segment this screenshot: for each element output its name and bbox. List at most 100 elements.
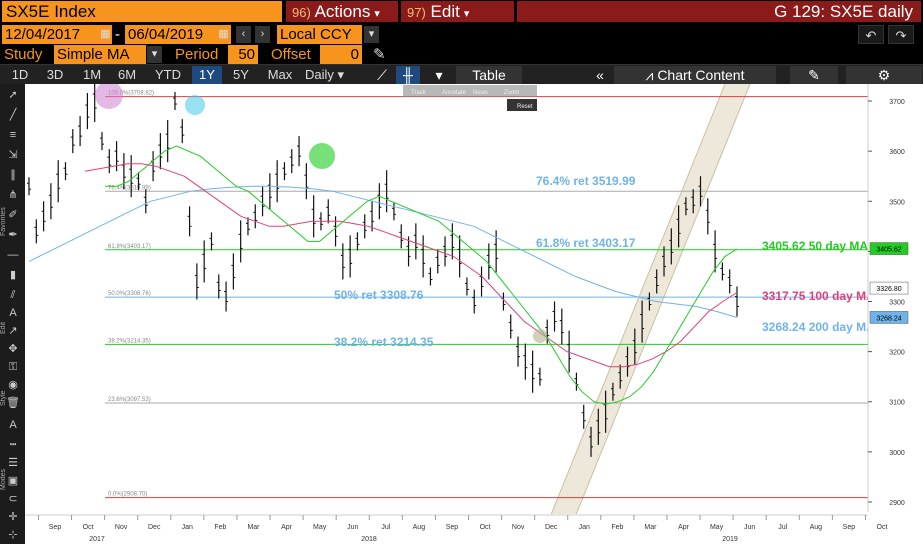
fib-label: 76.4%(3519.99) <box>108 185 151 191</box>
range-3d[interactable]: 3D <box>46 67 64 82</box>
eye-icon[interactable]: ◉ <box>8 379 18 391</box>
actions-menu[interactable]: 96) Actions ▾ <box>286 1 398 22</box>
study-select[interactable]: Simple MA <box>54 45 146 64</box>
x-tick-label: Jun <box>744 524 755 531</box>
channel-band <box>540 84 750 542</box>
settings-gear-icon[interactable]: ⚙ <box>846 66 922 84</box>
lock-icon[interactable]: ⚿ <box>8 361 18 373</box>
x-tick-label: Jan <box>182 524 193 531</box>
range-1m[interactable]: 1M <box>82 67 102 82</box>
y-tick-label: 3500 <box>889 199 905 206</box>
caret-down-icon: ▾ <box>463 8 470 20</box>
caret-down-icon: ▾ <box>374 8 380 20</box>
x-year-label: 2018 <box>361 536 377 543</box>
x-tick-label: Nov <box>512 524 525 531</box>
price-badge <box>869 311 909 324</box>
vline-icon[interactable]: ▮ <box>9 269 17 281</box>
next-arrow-icon[interactable]: › <box>255 26 270 43</box>
bar-chart-icon[interactable]: ╫ <box>396 66 420 84</box>
actions-label: Actions <box>314 2 371 21</box>
y-tick-label: 3000 <box>889 450 905 457</box>
offset-label: Offset <box>271 46 311 63</box>
range-max[interactable]: Max <box>267 67 293 82</box>
x-tick-label: Dec <box>148 524 161 531</box>
cursor-icon[interactable]: ➚ <box>8 89 18 101</box>
table-button[interactable]: Table <box>456 66 522 84</box>
trash-icon[interactable]: 🗑 <box>6 397 20 409</box>
end-date-field[interactable]: 06/04/2019 <box>125 25 231 44</box>
font-icon[interactable]: A <box>9 419 17 431</box>
popup-toolbar-bg <box>403 85 537 97</box>
start-date-field[interactable]: 12/04/2017 <box>2 25 112 44</box>
line-style-icon[interactable]: ┅ <box>9 439 17 451</box>
calendar-icon[interactable]: ▦ <box>218 28 229 40</box>
range-ytd[interactable]: YTD <box>155 67 181 82</box>
snap-icon[interactable]: ⊹ <box>8 529 18 541</box>
hline-icon[interactable]: — <box>7 249 19 261</box>
x-tick-label: Sep <box>446 524 459 531</box>
calendar-icon[interactable]: ▦ <box>100 28 111 40</box>
chevron-down-icon[interactable]: ▾ <box>364 26 379 43</box>
date-bar: 12/04/2017 ▦ - 06/04/2019 ▦ ‹ › Local CC… <box>0 24 923 45</box>
fib-label: 23.6%(3097.53) <box>108 397 151 403</box>
pen-icon[interactable]: ✒ <box>8 229 18 241</box>
collapse-icon[interactable]: « <box>596 67 604 83</box>
chevron-down-icon[interactable]: ▾ <box>435 67 443 83</box>
popup-item: Track <box>411 90 427 96</box>
trend-tool-icon[interactable]: ⇲ <box>8 149 18 161</box>
range-1d[interactable]: 1D <box>11 67 29 82</box>
range-6m[interactable]: 6M <box>117 67 137 82</box>
chart-annotation: 38.2% ret 3214.35 <box>334 335 434 349</box>
y-tick-label: 2900 <box>889 500 905 507</box>
chevron-down-icon[interactable]: ▾ <box>147 46 162 63</box>
x-tick-label: Nov <box>115 524 128 531</box>
prev-arrow-icon[interactable]: ‹ <box>236 26 251 43</box>
move-icon[interactable]: ✥ <box>8 343 18 355</box>
line-tool-icon[interactable]: ╱ <box>9 109 17 121</box>
edit-menu[interactable]: 97) Edit ▾ <box>401 1 514 22</box>
ruler-icon[interactable]: ⫽ <box>10 289 16 301</box>
x-tick-label: Jul <box>381 524 390 531</box>
y-tick-label: 3700 <box>889 99 905 106</box>
range-1y[interactable]: 1Y <box>192 66 222 84</box>
magnet-icon[interactable]: ⊂ <box>8 493 18 505</box>
ticker-field[interactable]: SX5E Index <box>2 1 282 22</box>
range-5y[interactable]: 5Y <box>233 67 249 82</box>
chart-annotation: 3405.62 50 day MA <box>762 239 868 253</box>
offset-field[interactable]: 0 <box>320 45 362 64</box>
popup-item: News <box>473 90 488 96</box>
pencil-icon[interactable]: ✎ <box>373 46 386 63</box>
arrow-icon[interactable]: ↗ <box>8 325 18 337</box>
pitchfork-icon[interactable]: ⋔ <box>8 189 18 201</box>
currency-select[interactable]: Local CCY <box>277 25 362 44</box>
study-label: Study <box>4 46 43 63</box>
x-axis-bg <box>25 514 923 544</box>
undo-icon[interactable]: ↶ <box>858 25 884 44</box>
channel-tool-icon[interactable]: ∥ <box>10 169 16 181</box>
text-icon[interactable]: A <box>9 307 17 319</box>
fib-tool-icon[interactable]: ≡ <box>9 129 17 141</box>
x-tick-label: Jul <box>778 524 787 531</box>
channel-lower-line <box>539 84 726 543</box>
chart-content-button[interactable]: ⩘ Chart Content <box>614 66 776 84</box>
fib-label: 61.8%(3403.17) <box>108 244 151 250</box>
chart-annotation: 61.8% ret 3403.17 <box>536 236 636 250</box>
peak-circle-green <box>309 143 335 169</box>
period-field[interactable]: 50 <box>228 45 258 64</box>
line-chart-icon[interactable]: ⟋ <box>377 67 387 83</box>
edit-chart-icon[interactable]: ✎ <box>790 66 838 84</box>
edit-label: Edit <box>430 2 460 21</box>
price-badge <box>869 242 909 255</box>
color-icon[interactable]: ▣ <box>7 475 19 487</box>
line-width-icon[interactable]: ☰ <box>8 457 18 469</box>
x-tick-label: Jun <box>347 524 358 531</box>
price-chart[interactable]: 100.0%(3708.82) 76.4%(3519.99) 61.8%(3403.… <box>25 84 923 544</box>
crosshair-icon[interactable]: ✛ <box>8 511 18 523</box>
x-year-label: 2017 <box>89 536 105 543</box>
highlight-circles <box>95 84 547 343</box>
x-tick-label: Oct <box>83 524 94 531</box>
x-tick-label: Apr <box>678 524 690 531</box>
redo-icon[interactable]: ↷ <box>888 25 914 44</box>
interval-select[interactable]: Daily ▾ <box>305 66 357 84</box>
brush-icon[interactable]: ✐ <box>8 209 18 221</box>
